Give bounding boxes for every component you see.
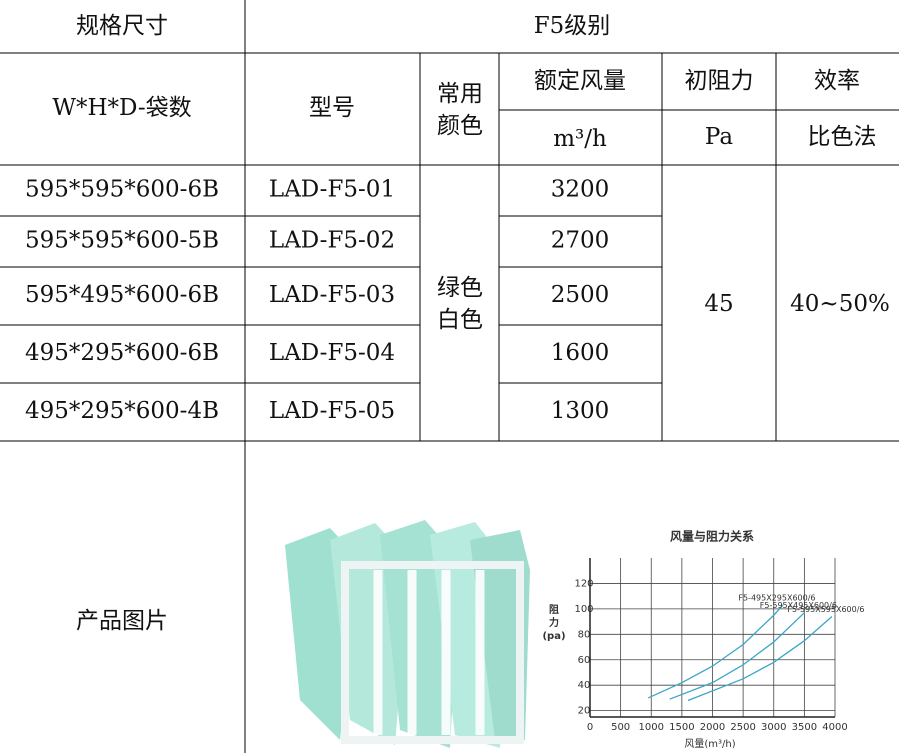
pleats — [373, 570, 485, 735]
table-cell: 1600 — [551, 340, 610, 366]
x-tick-label: 3000 — [761, 722, 786, 733]
resistance-cell: 45 — [704, 291, 733, 317]
y-label: 力 — [549, 616, 559, 629]
column-header: 颜色 — [437, 113, 483, 139]
x-tick-label: 3500 — [792, 722, 817, 733]
header-cell: F5级别 — [534, 13, 611, 39]
series-line — [669, 612, 805, 700]
y-tick-label: 40 — [578, 680, 591, 691]
x-tick-label: 2500 — [730, 722, 755, 733]
table-cell: LAD-F5-01 — [269, 177, 395, 203]
y-tick-label: 120 — [574, 578, 593, 589]
table-cell: 2700 — [551, 228, 610, 254]
header-cell: 规格尺寸 — [76, 13, 168, 39]
column-header: 常用 — [437, 81, 483, 107]
x-tick-label: 0 — [587, 722, 593, 733]
table-cell: 1300 — [551, 398, 610, 424]
y-label: 阻 — [549, 604, 559, 616]
series-label: F5-595X595X600/6 — [787, 605, 864, 614]
table-cell: 2500 — [551, 282, 610, 308]
x-tick-label: 1000 — [639, 722, 664, 733]
column-header: 型号 — [309, 95, 355, 121]
table-cell: 3200 — [551, 177, 610, 203]
chart: 风量与阻力关系 阻 力 (pa) 风量(m³/h) 20 40 60 80 100 120… — [542, 529, 864, 751]
table-cell: LAD-F5-03 — [269, 282, 395, 308]
table-cell: 595*595*600-5B — [25, 228, 219, 254]
series-label: F5-495X295X600/6 — [738, 594, 815, 603]
table-cell: 495*295*600-4B — [25, 398, 219, 424]
table-cell: 595*595*600-6B — [25, 177, 219, 203]
efficiency-cell: 40~50% — [790, 291, 890, 317]
table-cell: LAD-F5-05 — [269, 398, 395, 424]
table-cell: 495*295*600-6B — [25, 340, 219, 366]
y-tick-label: 20 — [578, 706, 591, 717]
column-header: 效率 — [814, 68, 860, 94]
column-header: 初阻力 — [685, 68, 754, 94]
x-tick-label: 4000 — [822, 722, 847, 733]
series-label: F5-595X495X600/6 — [760, 601, 837, 610]
column-header: 额定风量 — [534, 68, 626, 94]
color-cell: 绿色 — [437, 275, 483, 301]
bag — [470, 530, 530, 740]
x-tick-label: 2000 — [700, 722, 725, 733]
x-label: 风量(m³/h) — [684, 738, 735, 750]
y-tick-label: 80 — [578, 629, 591, 640]
chart-title: 风量与阻力关系 — [670, 529, 754, 544]
table-cell: 595*495*600-6B — [25, 282, 219, 308]
x-tick-label: 500 — [611, 722, 630, 733]
product-image — [285, 520, 530, 748]
image-label: 产品图片 — [76, 608, 168, 634]
x-tick-label: 1500 — [669, 722, 694, 733]
table-cell: LAD-F5-02 — [269, 228, 395, 254]
series-line — [687, 616, 833, 702]
column-header: W*H*D-袋数 — [52, 95, 191, 121]
frame — [341, 561, 524, 744]
table-cell: LAD-F5-04 — [269, 340, 395, 366]
y-label: (pa) — [542, 631, 565, 642]
color-cell: 白色 — [437, 307, 483, 333]
column-unit: 比色法 — [808, 124, 877, 150]
series-line — [647, 604, 784, 699]
y-tick-label: 60 — [578, 655, 591, 666]
y-tick-label: 100 — [574, 604, 593, 615]
column-unit: Pa — [705, 124, 733, 150]
column-unit: m³/h — [553, 126, 607, 152]
